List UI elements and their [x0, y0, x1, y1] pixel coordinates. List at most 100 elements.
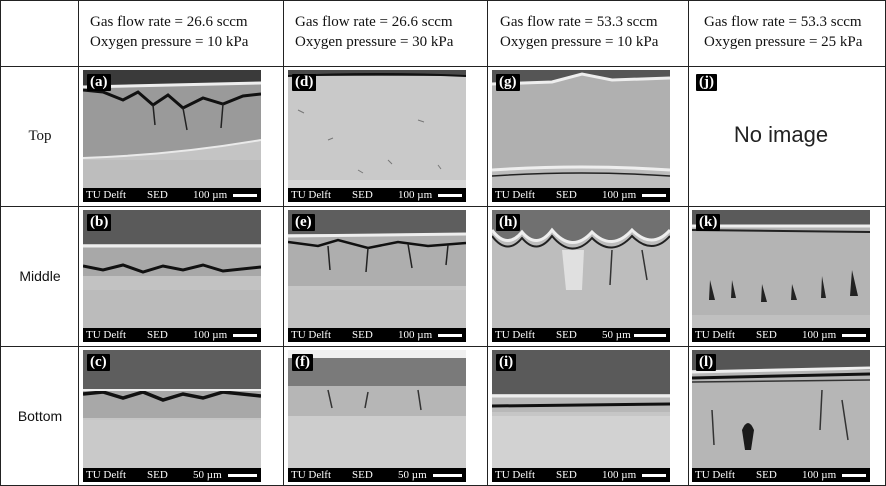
column-header-1: Gas flow rate = 26.6 sccm Oxygen pressur…	[90, 12, 248, 52]
sem-micrograph	[692, 210, 870, 342]
sem-micrograph	[692, 350, 870, 482]
scale-label: 50 µm	[193, 469, 222, 481]
sem-micrograph	[492, 350, 670, 482]
lab-name: TU Delft	[86, 469, 127, 481]
no-image-text: No image	[733, 122, 829, 147]
scale-label: 100 µm	[602, 469, 637, 481]
sem-info-bar: TU Delft SED 100 µm	[492, 188, 670, 202]
lab-name: TU Delft	[291, 329, 332, 341]
sem-panel-k: (k) TU Delft SED 100 µm	[692, 210, 870, 342]
sem-info-bar: TU Delft SED 100 µm	[692, 468, 870, 482]
panel-label: (i)	[496, 354, 517, 371]
scale-bar	[233, 194, 257, 197]
sem-panel-e: (e) TU Delft SED 100 µm	[288, 210, 466, 342]
sem-panel-c: (c) TU Delft SED 50 µm	[83, 350, 261, 482]
scale-bar	[642, 194, 666, 197]
panel-label: (e)	[292, 214, 315, 231]
sem-micrograph	[288, 70, 466, 202]
sem-panel-a: (a) TU Delft SED 100 µm	[83, 70, 261, 202]
sem-micrograph	[83, 350, 261, 482]
lab-name: TU Delft	[86, 189, 127, 201]
scale-label: 100 µm	[602, 189, 637, 201]
scale-label: 100 µm	[193, 189, 228, 201]
sem-info-bar: TU Delft SED 100 µm	[83, 328, 261, 342]
scale-bar	[642, 474, 666, 477]
scale-bar	[438, 194, 462, 197]
lab-name: TU Delft	[291, 189, 332, 201]
sem-micrograph	[492, 210, 670, 342]
column-header-2: Gas flow rate = 26.6 sccm Oxygen pressur…	[295, 12, 453, 52]
row-divider	[0, 66, 886, 67]
row-label-middle: Middle	[19, 268, 61, 284]
sem-micrograph	[288, 210, 466, 342]
sem-panel-d: (d) TU Delft SED 100 µm	[288, 70, 466, 202]
sem-panel-h: (h) TU Delft SED 50 µm	[492, 210, 670, 342]
sem-info-bar: TU Delft SED 100 µm	[83, 188, 261, 202]
column-divider	[0, 0, 1, 486]
scale-bar	[433, 474, 462, 477]
detector-mode: SED	[556, 189, 577, 201]
oxygen-pressure-label: Oxygen pressure = 10 kPa	[500, 34, 659, 50]
oxygen-pressure-label: Oxygen pressure = 10 kPa	[90, 34, 249, 50]
scale-label: 100 µm	[802, 329, 837, 341]
oxygen-pressure-label: Oxygen pressure = 30 kPa	[295, 34, 454, 50]
sem-micrograph	[288, 350, 466, 482]
gas-flow-rate-label: Gas flow rate = 53.3 sccm	[500, 14, 658, 30]
column-header-3: Gas flow rate = 53.3 sccm Oxygen pressur…	[500, 12, 658, 52]
sem-panel-l: (l) TU Delft SED 100 µm	[692, 350, 870, 482]
lab-name: TU Delft	[495, 469, 536, 481]
sem-micrograph	[83, 210, 261, 342]
detector-mode: SED	[147, 189, 168, 201]
sem-panel-g: (g) TU Delft SED 100 µm	[492, 70, 670, 202]
sem-panel-j: (j) No image	[692, 70, 870, 202]
sem-panel-b: (b) TU Delft SED 100 µm	[83, 210, 261, 342]
panel-label: (d)	[292, 74, 317, 91]
detector-mode: SED	[147, 329, 168, 341]
scale-label: 50 µm	[398, 469, 427, 481]
panel-label: (h)	[496, 214, 521, 231]
sem-info-bar: TU Delft SED 50 µm	[492, 328, 670, 342]
scale-bar	[233, 334, 257, 337]
lab-name: TU Delft	[695, 329, 736, 341]
row-label-bottom: Bottom	[17, 408, 63, 424]
panel-label: (g)	[496, 74, 520, 91]
panel-label: (a)	[87, 74, 111, 91]
sem-info-bar: TU Delft SED 100 µm	[288, 328, 466, 342]
scale-label: 100 µm	[398, 329, 433, 341]
sem-info-bar: TU Delft SED 100 µm	[288, 188, 466, 202]
lab-name: TU Delft	[291, 469, 332, 481]
scale-bar	[438, 334, 462, 337]
panel-label: (c)	[87, 354, 110, 371]
detector-mode: SED	[352, 469, 373, 481]
column-divider	[688, 0, 689, 486]
column-divider	[487, 0, 488, 486]
scale-label: 100 µm	[193, 329, 228, 341]
scale-bar	[228, 474, 257, 477]
sem-micrograph	[492, 70, 670, 202]
detector-mode: SED	[352, 329, 373, 341]
scale-label: 100 µm	[802, 469, 837, 481]
row-divider	[0, 206, 886, 207]
lab-name: TU Delft	[495, 189, 536, 201]
sem-info-bar: TU Delft SED 100 µm	[492, 468, 670, 482]
panel-label: (l)	[696, 354, 717, 371]
row-label-top: Top	[28, 128, 52, 144]
panel-label: (j)	[696, 74, 717, 91]
sem-info-bar: TU Delft SED 50 µm	[83, 468, 261, 482]
column-divider	[78, 0, 79, 486]
oxygen-pressure-label: Oxygen pressure = 25 kPa	[704, 34, 863, 50]
row-divider	[0, 346, 886, 347]
lab-name: TU Delft	[495, 329, 536, 341]
scale-bar	[634, 334, 666, 337]
sem-panel-f: (f) TU Delft SED 50 µm	[288, 350, 466, 482]
row-divider	[0, 0, 886, 1]
gas-flow-rate-label: Gas flow rate = 26.6 sccm	[295, 14, 453, 30]
detector-mode: SED	[756, 329, 777, 341]
detector-mode: SED	[556, 329, 577, 341]
detector-mode: SED	[352, 189, 373, 201]
scale-bar	[842, 334, 866, 337]
detector-mode: SED	[556, 469, 577, 481]
detector-mode: SED	[147, 469, 168, 481]
gas-flow-rate-label: Gas flow rate = 26.6 sccm	[90, 14, 248, 30]
